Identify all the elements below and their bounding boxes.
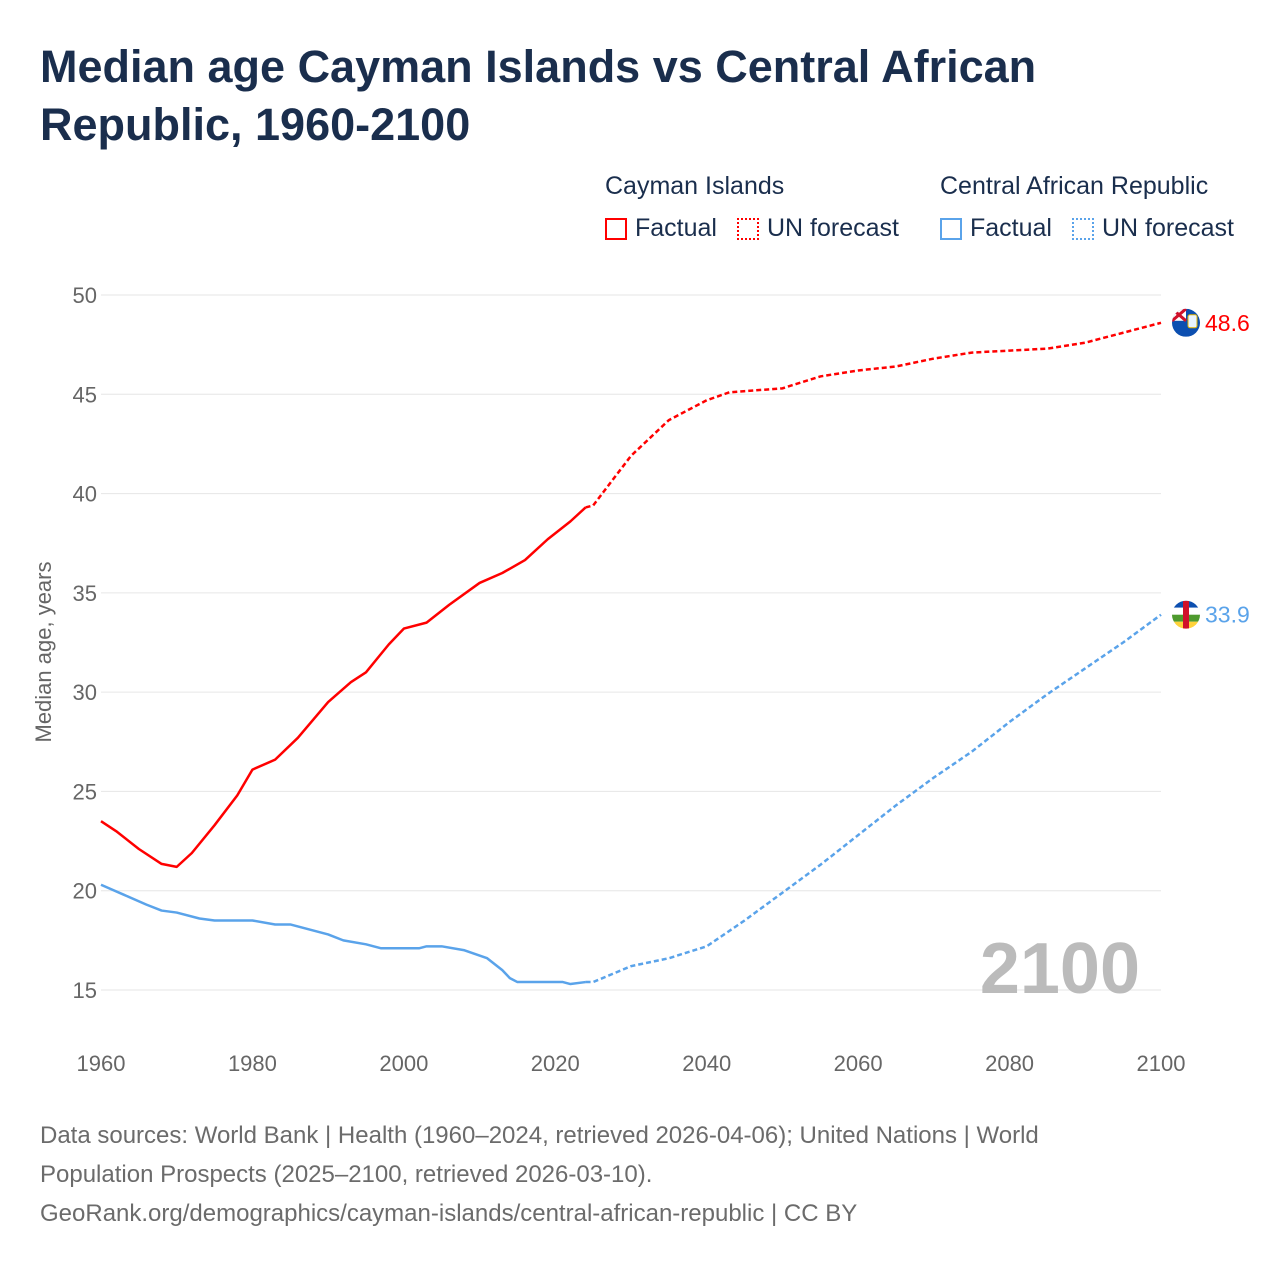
legend-group-title: Central African Republic <box>940 172 1209 200</box>
y-tick-label: 45 <box>73 382 97 407</box>
y-tick-label: 35 <box>73 581 97 606</box>
legend-label: UN forecast <box>767 214 899 242</box>
y-tick-label: 40 <box>73 482 97 507</box>
flag-vertical-band <box>1183 600 1189 629</box>
y-tick-label: 30 <box>73 680 97 705</box>
legend-car-forecast[interactable]: UN forecast <box>1072 214 1234 243</box>
legend-cayman-factual[interactable]: Factual <box>605 214 717 243</box>
series-line-forecast <box>585 613 1162 984</box>
flag-crest <box>1187 314 1198 329</box>
x-tick-label: 2080 <box>985 1051 1034 1076</box>
legend-swatch-solid <box>940 217 962 240</box>
y-tick-label: 25 <box>73 779 97 804</box>
series-line-factual <box>100 883 586 986</box>
footer-attribution[interactable]: GeoRank.org/demographics/cayman-islands/… <box>40 1200 858 1227</box>
footer-source-line1: Data sources: World Bank | Health (1960–… <box>40 1122 1039 1149</box>
y-tick-label: 50 <box>73 283 97 308</box>
legend-label: Factual <box>635 214 717 242</box>
footer-source-line2: Population Prospects (2025–2100, retriev… <box>40 1161 653 1188</box>
chart-title: Median age Cayman Islands vs Central Afr… <box>40 41 1037 150</box>
x-tick-label: 1960 <box>77 1051 126 1076</box>
x-tick-label: 2040 <box>682 1051 731 1076</box>
flag-body <box>1172 600 1200 629</box>
x-tick-label: 2020 <box>531 1051 580 1076</box>
legend-swatch-dotted <box>1072 217 1094 240</box>
plot-area: 15 20 25 30 35 40 45 50 1960 1980 2000 2020 2040 2060… <box>31 283 1250 1076</box>
series-line-forecast <box>585 321 1162 509</box>
central-african-republic-flag-icon <box>1172 600 1200 629</box>
legend-label: Factual <box>970 214 1052 242</box>
legend-swatch-solid <box>605 217 627 240</box>
legend-group-title: Cayman Islands <box>605 172 785 200</box>
flag-body <box>1172 308 1200 337</box>
legend-swatch-dotted <box>737 217 759 240</box>
end-value-label: 48.6 <box>1205 310 1250 336</box>
cayman-islands-flag-icon <box>1172 308 1200 337</box>
footer: Data sources: World Bank | Health (1960–… <box>40 1116 1240 1233</box>
legend-car-factual[interactable]: Factual <box>940 214 1052 243</box>
legend-cayman-forecast[interactable]: UN forecast <box>737 214 899 243</box>
y-tick-label: 15 <box>73 978 97 1003</box>
y-tick-label: 20 <box>73 879 97 904</box>
current-year-label: 2100 <box>980 929 1140 1009</box>
series-line-factual <box>100 506 587 869</box>
x-tick-label: 1980 <box>228 1051 277 1076</box>
y-axis-label: Median age, years <box>31 562 56 743</box>
x-tick-label: 2000 <box>379 1051 428 1076</box>
end-value-label: 33.9 <box>1205 602 1250 628</box>
x-tick-label: 2060 <box>834 1051 883 1076</box>
x-tick-label: 2100 <box>1137 1051 1186 1076</box>
legend-label: UN forecast <box>1102 214 1234 242</box>
